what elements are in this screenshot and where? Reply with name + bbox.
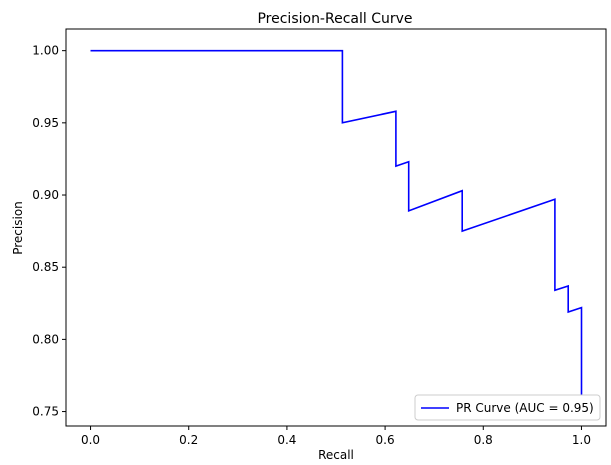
legend: PR Curve (AUC = 0.95)	[414, 394, 601, 421]
x-axis-label: Recall	[318, 448, 354, 462]
y-axis-ticks: 0.75 0.80 0.85 0.90 0.95 1.00	[32, 44, 66, 419]
plot-frame	[65, 28, 607, 427]
y-tick-label: 0.75	[32, 405, 59, 419]
y-tick-label: 0.95	[32, 116, 59, 130]
series-layer	[90, 49, 583, 419]
y-tick-label: 0.80	[32, 332, 59, 346]
chart-title: Precision-Recall Curve	[257, 11, 412, 27]
y-tick-label: 0.90	[32, 188, 59, 202]
y-tick-label: 1.00	[32, 44, 59, 58]
x-tick-label: 1.0	[572, 433, 591, 447]
y-tick-label: 0.85	[32, 260, 59, 274]
pr-curve-line	[90, 49, 583, 419]
y-axis-label: Precision	[11, 201, 25, 255]
x-axis-ticks: 0.0 0.2 0.4 0.6 0.8 1.0	[81, 426, 591, 447]
x-tick-label: 0.4	[277, 433, 296, 447]
plot-area	[66, 29, 606, 426]
legend-label: PR Curve (AUC = 0.95)	[456, 401, 594, 415]
legend-box	[414, 394, 601, 421]
x-tick-label: 0.0	[81, 433, 100, 447]
x-tick-label: 0.2	[179, 433, 198, 447]
x-tick-label: 0.6	[376, 433, 395, 447]
x-tick-label: 0.8	[474, 433, 493, 447]
